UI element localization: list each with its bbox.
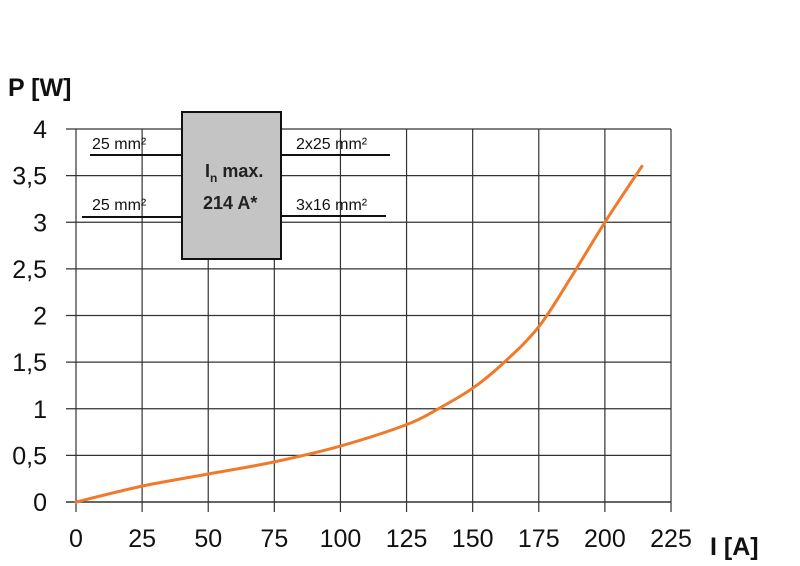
y-axis-ticks: 0 0,5 1 1,5 2 2,5 3 3,5 4	[12, 116, 47, 517]
x-tick-label: 175	[518, 525, 560, 553]
y-tick-label: 4	[33, 116, 47, 144]
x-tick-label: 150	[452, 525, 494, 553]
y-tick-label: 0	[33, 489, 47, 517]
x-axis-ticks: 0 25 50 75 100 125 150 175 200 225	[69, 525, 692, 553]
y-tick-label: 0,5	[12, 442, 47, 470]
y-tick-label: 1	[33, 396, 47, 424]
x-tick-label: 225	[650, 525, 692, 553]
rated-current-label: In max.	[205, 161, 263, 185]
x-axis-title: I [A]	[710, 533, 759, 561]
right-top-label: 2x25 mm²	[296, 136, 368, 153]
terminal-block-annotation: 25 mm² 25 mm² 2x25 mm² 3x16 mm² In max. …	[82, 111, 390, 260]
rated-current-value: 214 A*	[203, 193, 257, 213]
y-tick-label: 3	[33, 209, 47, 237]
y-tick-label: 1,5	[12, 349, 47, 377]
terminal-block	[181, 111, 282, 260]
x-tick-label: 200	[584, 525, 626, 553]
y-tick-label: 2	[33, 303, 47, 331]
left-top-label: 25 mm²	[92, 136, 147, 153]
right-bottom-label: 3x16 mm²	[296, 197, 368, 214]
y-axis-title: P [W]	[8, 74, 71, 102]
x-tick-label: 125	[386, 525, 428, 553]
left-bottom-label: 25 mm²	[92, 197, 147, 214]
y-tick-label: 3,5	[12, 163, 47, 191]
x-tick-label: 25	[128, 525, 156, 553]
grid	[66, 128, 672, 512]
x-tick-label: 50	[194, 525, 222, 553]
x-tick-label: 75	[260, 525, 288, 553]
power-loss-curve	[74, 164, 644, 504]
y-tick-label: 2,5	[12, 256, 47, 284]
x-tick-label: 0	[69, 525, 83, 553]
x-tick-label: 100	[320, 525, 362, 553]
